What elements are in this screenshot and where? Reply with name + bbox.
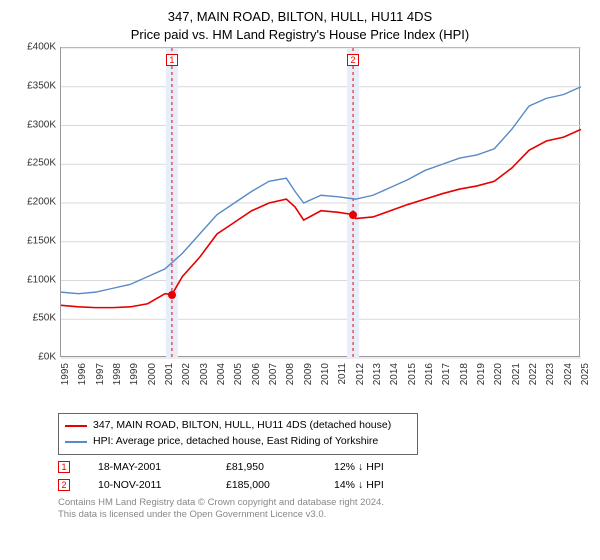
footnote: Contains HM Land Registry data © Crown c…: [58, 497, 588, 522]
chart-title: 347, MAIN ROAD, BILTON, HULL, HU11 4DS P…: [12, 8, 588, 43]
x-tick-label: 2011: [337, 363, 348, 385]
x-tick-label: 2006: [251, 363, 262, 385]
sales-row: 1 18-MAY-2001 £81,950 12% ↓ HPI: [58, 461, 588, 473]
x-tick-label: 2018: [459, 363, 470, 385]
title-line1: 347, MAIN ROAD, BILTON, HULL, HU11 4DS: [12, 8, 588, 26]
swatch-hpi: [65, 441, 87, 443]
legend-box: 347, MAIN ROAD, BILTON, HULL, HU11 4DS (…: [58, 413, 418, 455]
footnote-line1: Contains HM Land Registry data © Crown c…: [58, 497, 588, 509]
y-tick-label: £350K: [27, 80, 56, 91]
x-tick-label: 2008: [285, 363, 296, 385]
y-tick-label: £100K: [27, 274, 56, 285]
x-tick-label: 2013: [372, 363, 383, 385]
x-tick-label: 2009: [303, 363, 314, 385]
x-tick-label: 2003: [199, 363, 210, 385]
y-tick-label: £250K: [27, 158, 56, 169]
x-tick-label: 1997: [95, 363, 106, 385]
sale-marker-box: 1: [166, 54, 178, 66]
x-tick-label: 2001: [164, 363, 175, 385]
sale-dot: [168, 291, 176, 299]
x-tick-label: 2004: [216, 363, 227, 385]
arrow-down-icon: ↓: [358, 479, 363, 491]
legend-row-property: 347, MAIN ROAD, BILTON, HULL, HU11 4DS (…: [65, 418, 411, 434]
x-tick-label: 2021: [511, 363, 522, 385]
x-tick-label: 2010: [320, 363, 331, 385]
y-tick-label: £150K: [27, 235, 56, 246]
x-tick-label: 2014: [389, 363, 400, 385]
x-tick-label: 2012: [355, 363, 366, 385]
legend-hpi-label: HPI: Average price, detached house, East…: [93, 434, 378, 450]
x-tick-label: 2000: [147, 363, 158, 385]
x-tick-label: 1995: [60, 363, 71, 385]
x-tick-label: 2015: [407, 363, 418, 385]
sale-marker-box: 2: [347, 54, 359, 66]
sale-number-box: 1: [58, 461, 70, 473]
chart-box: 12: [60, 47, 580, 357]
y-tick-label: £400K: [27, 42, 56, 53]
title-line2: Price paid vs. HM Land Registry's House …: [12, 26, 588, 44]
footnote-line2: This data is licensed under the Open Gov…: [58, 509, 588, 521]
legend-property-label: 347, MAIN ROAD, BILTON, HULL, HU11 4DS (…: [93, 418, 391, 434]
y-tick-label: £0K: [38, 352, 56, 363]
x-tick-label: 2019: [476, 363, 487, 385]
sale-date: 18-MAY-2001: [98, 461, 198, 473]
sale-price: £185,000: [226, 479, 306, 491]
arrow-down-icon: ↓: [358, 461, 363, 473]
x-tick-label: 2017: [441, 363, 452, 385]
sale-hpi-diff: 12% ↓ HPI: [334, 461, 394, 473]
sale-hpi-diff: 14% ↓ HPI: [334, 479, 394, 491]
sale-dot: [349, 211, 357, 219]
legend-row-hpi: HPI: Average price, detached house, East…: [65, 434, 411, 450]
sale-date: 10-NOV-2011: [98, 479, 198, 491]
x-tick-label: 2016: [424, 363, 435, 385]
x-tick-label: 1996: [77, 363, 88, 385]
x-tick-label: 2002: [181, 363, 192, 385]
plot-area: £0K£50K£100K£150K£200K£250K£300K£350K£40…: [12, 47, 588, 407]
sales-table: 1 18-MAY-2001 £81,950 12% ↓ HPI 2 10-NOV…: [58, 461, 588, 491]
sale-price: £81,950: [226, 461, 306, 473]
x-tick-label: 2025: [580, 363, 591, 385]
swatch-property: [65, 425, 87, 427]
x-tick-label: 2024: [563, 363, 574, 385]
y-tick-label: £300K: [27, 119, 56, 130]
y-tick-label: £200K: [27, 197, 56, 208]
x-tick-label: 1998: [112, 363, 123, 385]
x-tick-label: 1999: [129, 363, 140, 385]
x-tick-label: 2022: [528, 363, 539, 385]
x-axis: 1995 1996 1997 1998 1999 2000 2001 2002 2003 2004…: [60, 357, 580, 407]
sale-number-box: 2: [58, 479, 70, 491]
x-tick-label: 2005: [233, 363, 244, 385]
x-tick-label: 2023: [545, 363, 556, 385]
y-tick-label: £50K: [33, 313, 56, 324]
x-tick-label: 2007: [268, 363, 279, 385]
y-axis: £0K£50K£100K£150K£200K£250K£300K£350K£40…: [12, 47, 60, 357]
x-tick-label: 2020: [493, 363, 504, 385]
sales-row: 2 10-NOV-2011 £185,000 14% ↓ HPI: [58, 479, 588, 491]
chart-svg: [61, 48, 579, 356]
